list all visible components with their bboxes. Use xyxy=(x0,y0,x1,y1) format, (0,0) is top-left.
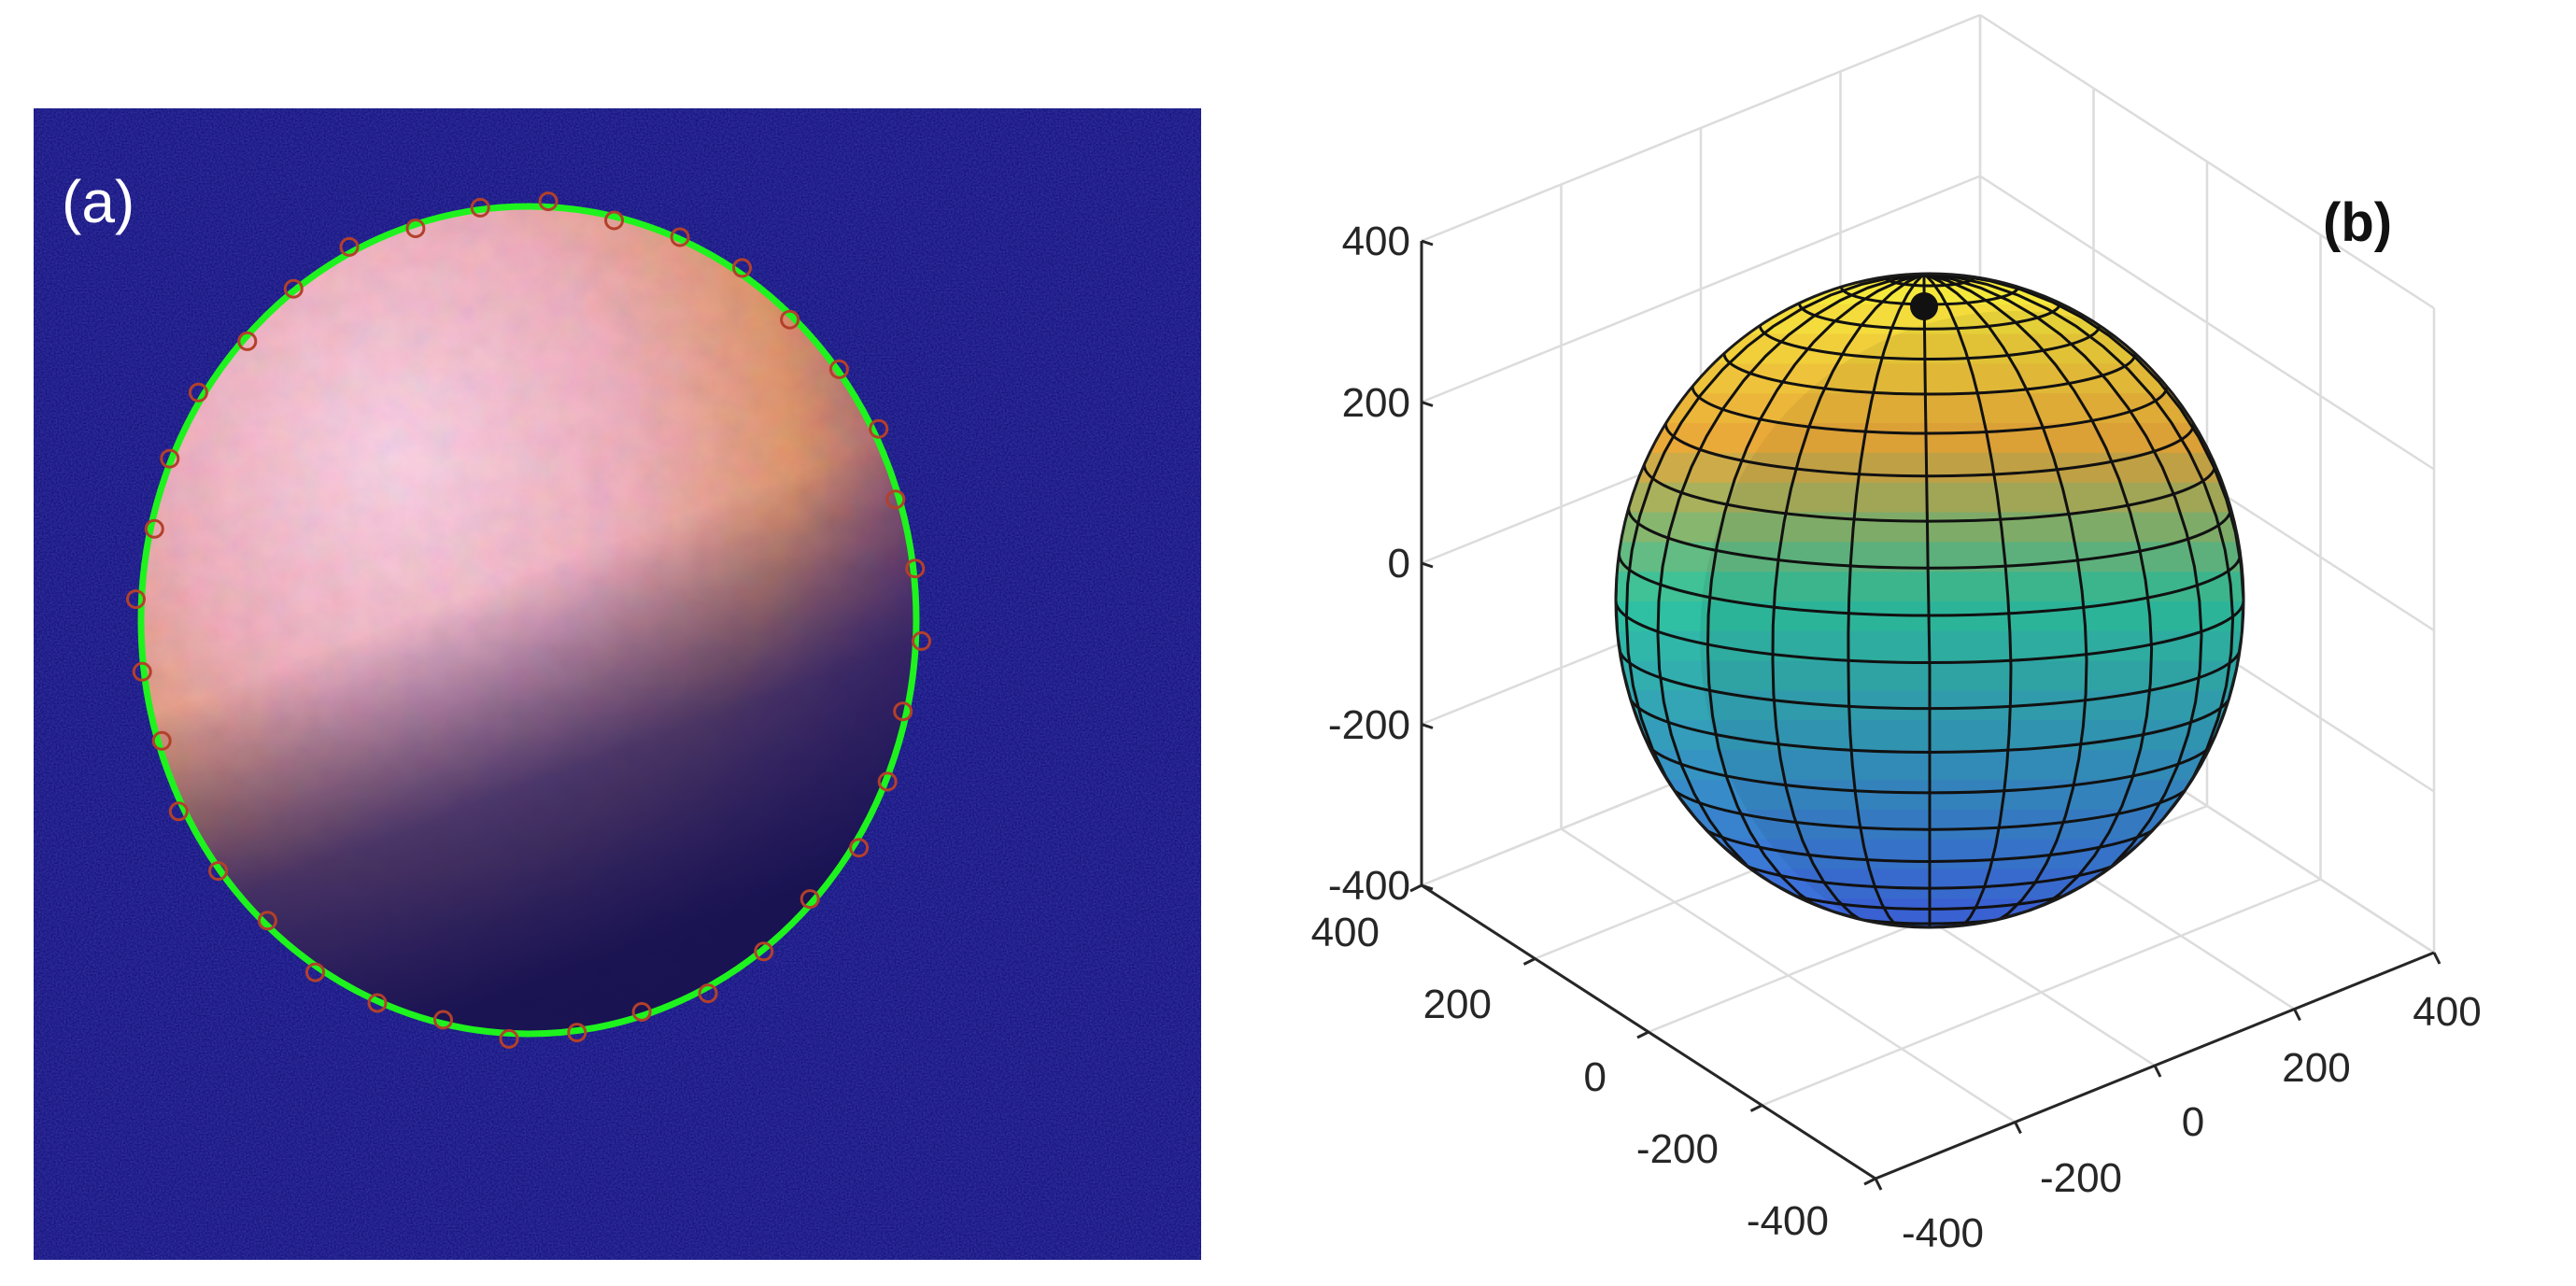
tick-mark xyxy=(2432,952,2442,965)
edge-marker xyxy=(698,983,718,1004)
tick-mark xyxy=(1421,239,1434,247)
right-floor-axis-ticks: -400 -200 0 200 400 xyxy=(1902,989,2482,1256)
edge-marker xyxy=(208,861,229,882)
tick-mark xyxy=(1874,1178,1883,1191)
edge-markers xyxy=(126,191,931,1049)
sphere-band xyxy=(1616,362,2243,394)
z-tick-label: 0 xyxy=(1388,541,1410,586)
edge-marker xyxy=(631,1002,652,1022)
edge-marker xyxy=(732,258,752,278)
edge-marker xyxy=(538,191,559,212)
grid-line xyxy=(1762,878,2321,1107)
sphere-longitude xyxy=(1923,274,2088,927)
grid-line xyxy=(1421,175,1981,403)
tick-mark xyxy=(2293,1008,2301,1022)
x-tick-label: 400 xyxy=(1311,910,1380,955)
grid-line xyxy=(1979,175,2435,471)
z-tick-label: -200 xyxy=(1328,702,1410,748)
sphere-latitude xyxy=(1627,508,2232,570)
sphere-latitude xyxy=(1691,386,2169,435)
panel-b: 400 200 0 -200 -400 400 200 0 -200 -400 … xyxy=(1272,0,2576,1286)
edge-marker xyxy=(433,1010,453,1030)
edge-marker xyxy=(470,197,490,218)
edge-marker xyxy=(237,331,258,351)
grid-line xyxy=(1979,13,2435,310)
sphere-latitude xyxy=(1758,325,2102,361)
tick-mark xyxy=(2153,1065,2162,1078)
z-tick-label: 400 xyxy=(1342,219,1410,264)
edge-marker xyxy=(160,448,180,469)
sphere-latitude xyxy=(1663,423,2196,478)
edge-marker xyxy=(893,701,913,722)
edge-marker xyxy=(849,838,870,858)
tick-mark xyxy=(1522,957,1536,966)
x-tick-label: 0 xyxy=(1584,1054,1606,1100)
panel-a-label: (a) xyxy=(62,168,134,235)
edge-marker xyxy=(912,630,931,651)
sphere-longitude xyxy=(1922,274,2013,927)
edge-marker xyxy=(188,382,208,403)
sphere-longitude xyxy=(1847,274,1931,927)
sphere-surface xyxy=(1614,272,2245,929)
edge-marker xyxy=(567,1023,587,1043)
sphere-band xyxy=(1616,481,2243,513)
y-tick-label: -400 xyxy=(1902,1210,1984,1256)
sphere-longitude xyxy=(1771,274,1931,927)
tick-mark xyxy=(1421,561,1434,569)
z-tick-label: -400 xyxy=(1328,863,1410,909)
y-tick-label: -200 xyxy=(2040,1155,2122,1201)
z-tick-label: 200 xyxy=(1342,380,1410,426)
sphere-latitude xyxy=(1642,464,2217,523)
tick-mark xyxy=(1421,401,1434,407)
edge-marker xyxy=(869,418,889,439)
x-tick-label: -400 xyxy=(1747,1198,1829,1244)
z-axis-ticks: 400 200 0 -200 -400 xyxy=(1328,219,1410,909)
tick-mark xyxy=(1421,883,1434,891)
edge-marker xyxy=(670,227,690,247)
x-tick-label: -200 xyxy=(1636,1126,1719,1172)
edge-marker xyxy=(780,309,800,330)
edge-marker xyxy=(499,1028,519,1049)
edge-marker xyxy=(126,589,146,610)
edge-marker xyxy=(367,993,388,1013)
edge-marker xyxy=(283,278,304,299)
tick-mark xyxy=(1749,1104,1763,1112)
sphere-outline xyxy=(1614,272,2245,929)
x-tick-label: 200 xyxy=(1423,982,1492,1027)
droplet-image xyxy=(141,206,916,1034)
edge-marker xyxy=(754,941,774,962)
edge-marker xyxy=(144,518,164,539)
tick-mark xyxy=(2014,1121,2022,1135)
y-tick-label: 400 xyxy=(2413,989,2481,1035)
tick-mark xyxy=(1863,1177,1876,1186)
edge-marker xyxy=(168,801,189,822)
edge-marker xyxy=(800,889,820,910)
edge-marker xyxy=(151,730,172,751)
edge-marker xyxy=(305,962,325,982)
edge-marker xyxy=(877,771,898,792)
fitted-ellipse xyxy=(137,203,920,1038)
tick-mark xyxy=(1409,883,1422,893)
edge-marker xyxy=(257,911,277,931)
edge-marker xyxy=(828,359,849,379)
edge-marker xyxy=(604,210,624,231)
sphere-latitude xyxy=(1722,353,2137,396)
edge-marker xyxy=(905,558,926,579)
grid-line xyxy=(1421,13,1981,243)
panel-a: (a) xyxy=(34,108,1201,1260)
edge-marker xyxy=(132,661,152,682)
edge-marker xyxy=(885,489,906,510)
edge-marker xyxy=(405,219,426,238)
sphere-longitude xyxy=(1922,274,1932,927)
left-floor-axis-ticks: 400 200 0 -200 -400 xyxy=(1311,910,1829,1244)
edge-marker xyxy=(339,236,360,257)
panel-b-label: (b) xyxy=(2323,192,2392,253)
sphere-pole xyxy=(1910,292,1938,320)
tick-mark xyxy=(1636,1030,1649,1039)
tick-mark xyxy=(1421,723,1434,729)
y-tick-label: 200 xyxy=(2282,1045,2350,1091)
y-tick-label: 0 xyxy=(2182,1099,2204,1145)
